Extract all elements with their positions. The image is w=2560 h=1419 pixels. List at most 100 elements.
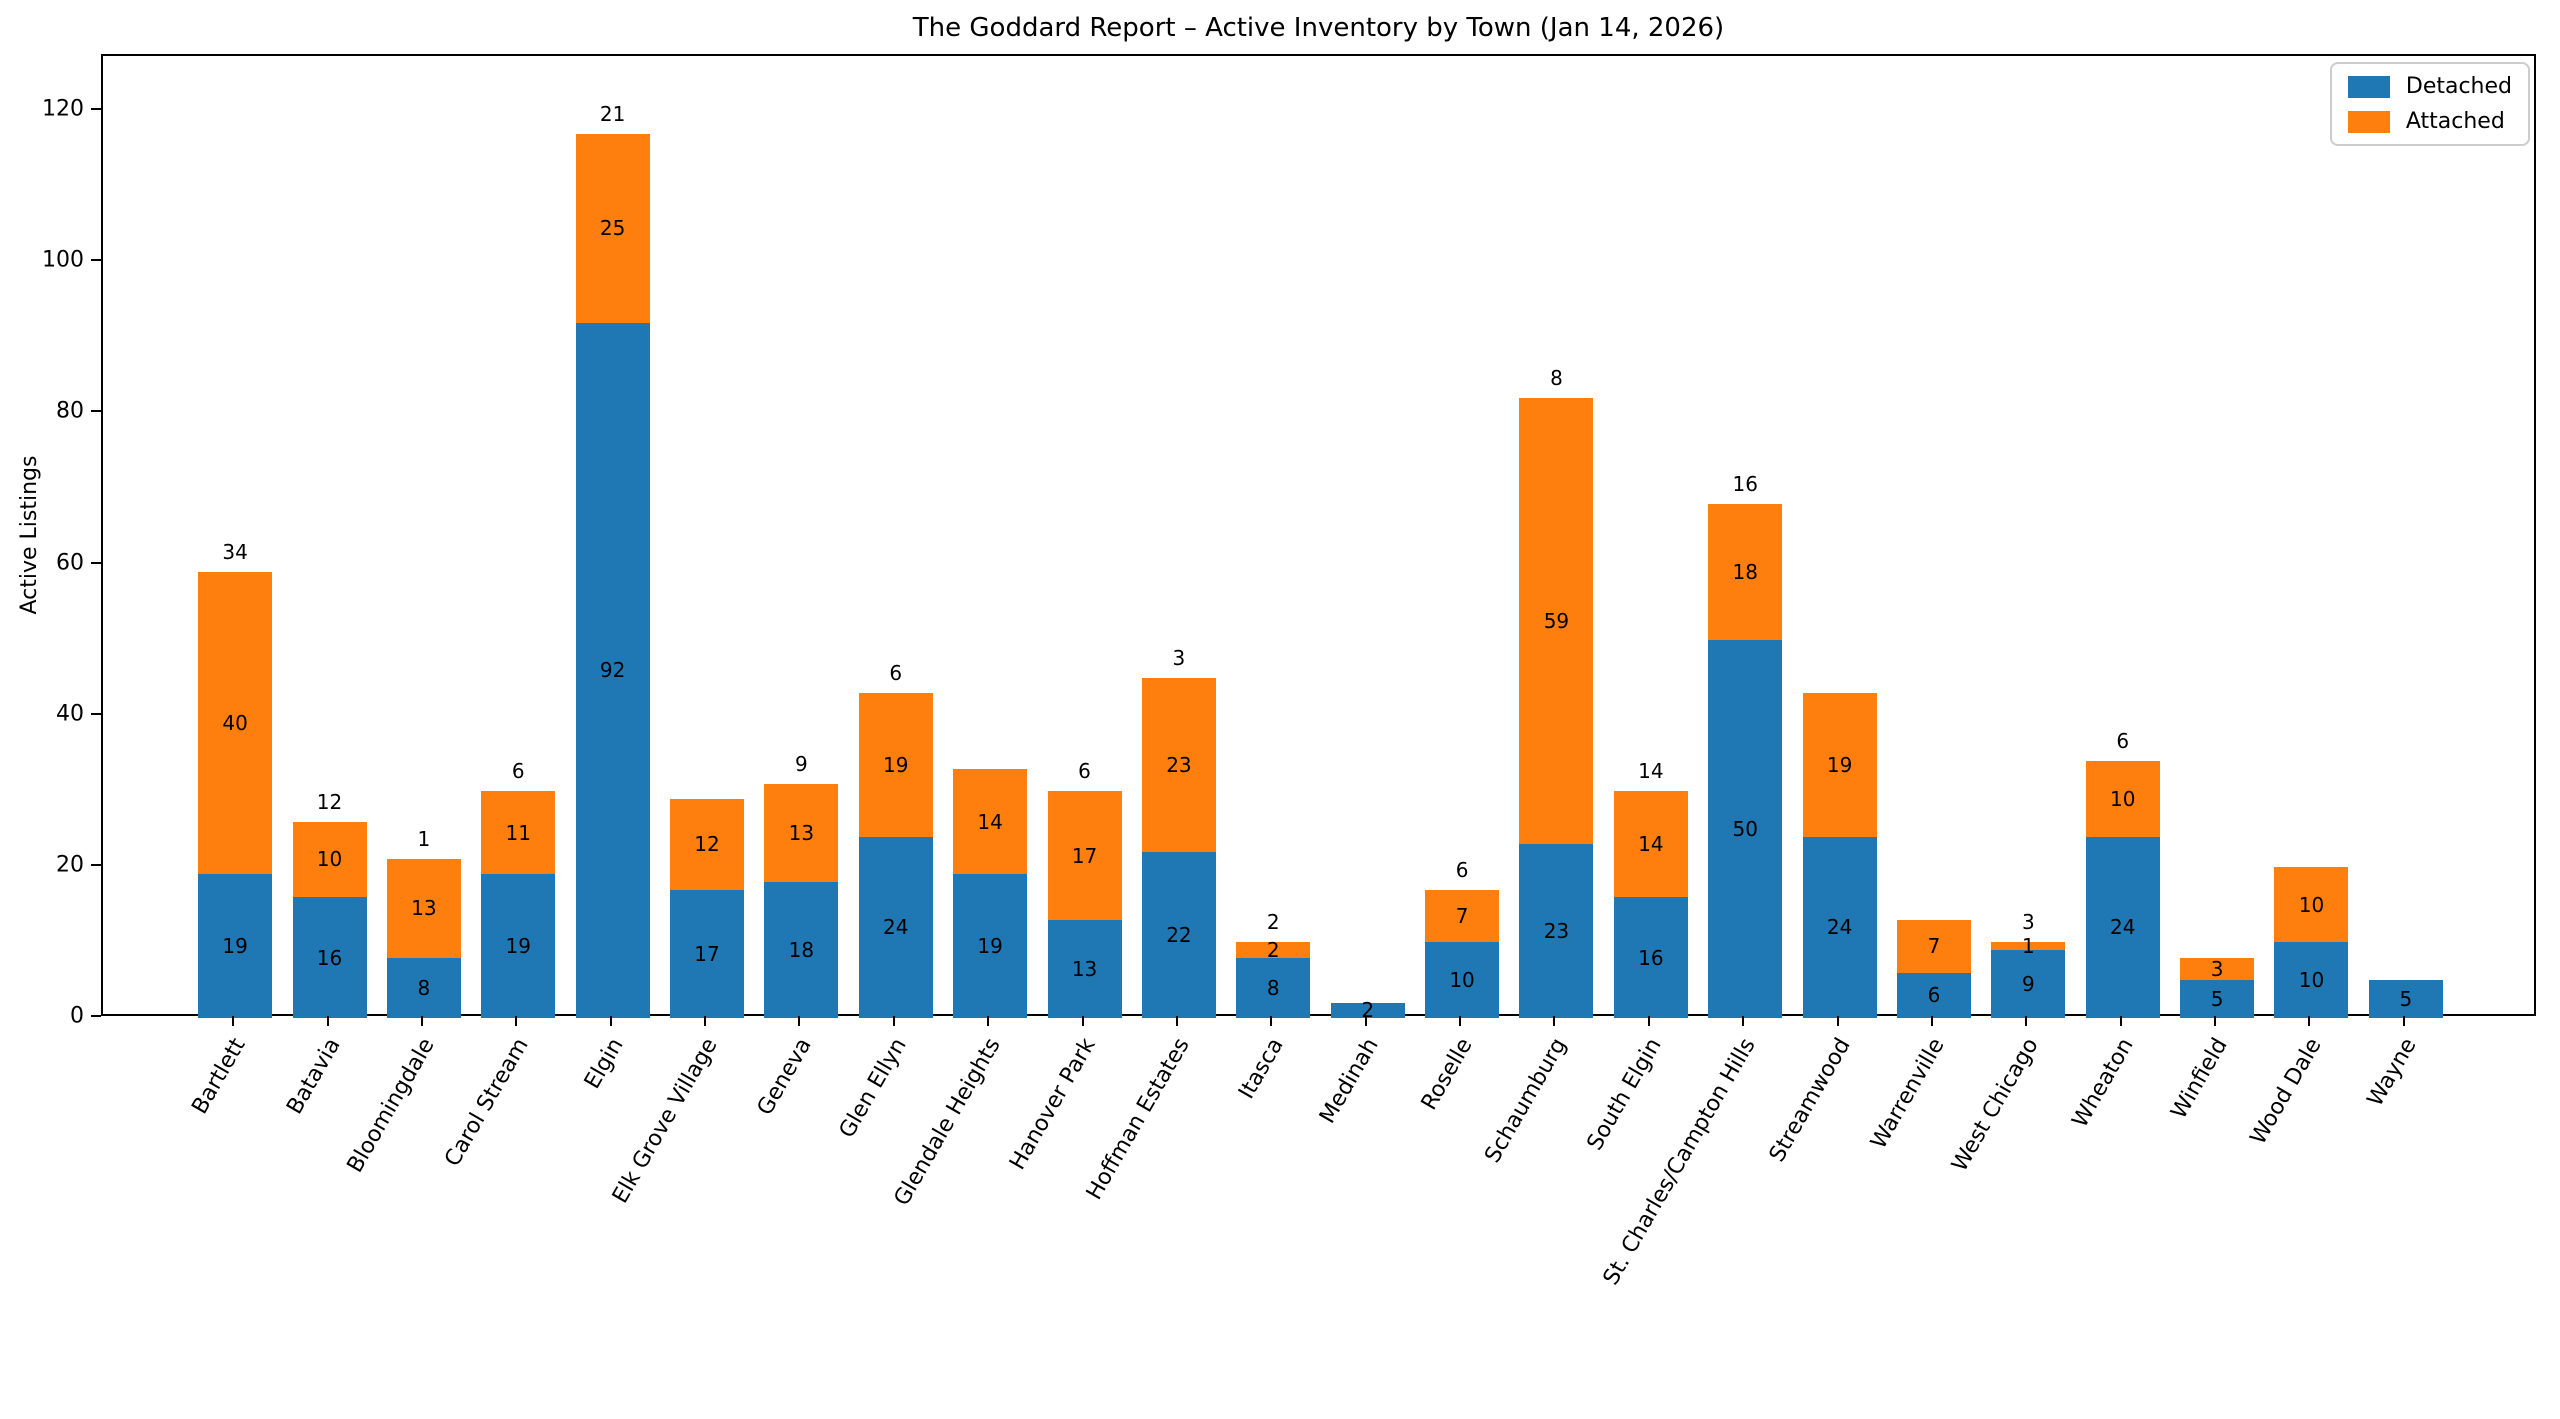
bar-value-label: 19	[977, 934, 1003, 959]
bar-segment-detached-Roselle	[1425, 942, 1499, 1018]
bar-value-label: 92	[599, 658, 626, 683]
bar-value-label: 17	[694, 941, 720, 966]
x-axis-tick	[1742, 1016, 1744, 1026]
bar-value-label: 23	[1166, 752, 1192, 777]
bar-segment-detached-Streamwood	[1803, 836, 1877, 1018]
bar-value-label: 40	[222, 711, 248, 736]
bar-value-label: 10	[2298, 892, 2325, 917]
bar-segment-detached-Bartlett	[198, 874, 272, 1018]
bar-value-label: 10	[2298, 968, 2325, 993]
bar-value-label: 10	[316, 847, 343, 872]
bar-value-label: 19	[505, 934, 531, 959]
bar-top-label: 9	[795, 751, 808, 776]
bar-value-label: 6	[1927, 983, 1941, 1008]
bar-segment-detached-Winfield	[2180, 980, 2254, 1018]
bar-value-label: 13	[1071, 956, 1098, 981]
bar-value-label: 16	[1638, 945, 1664, 970]
bar-segment-attached-Carol Stream	[481, 791, 555, 875]
bar-segment-detached-West Chicago	[1991, 949, 2065, 1018]
bar-value-label: 59	[1543, 609, 1570, 634]
bar-value-label: 7	[1455, 903, 1469, 928]
bar-segment-detached-St. Charles/Campton Hills	[1708, 640, 1782, 1018]
x-axis-tick	[1270, 1016, 1272, 1026]
bar-segment-attached-Glen Ellyn	[859, 693, 933, 837]
x-axis-tick	[1176, 1016, 1178, 1026]
bar-segment-attached-Elk Grove Village	[670, 798, 744, 890]
bar-segment-attached-Glendale Heights	[953, 768, 1027, 875]
bar-segment-detached-Hoffman Estates	[1142, 851, 1216, 1018]
bar-segment-detached-Medinah	[1331, 1002, 1405, 1018]
legend-label-attached: Attached	[2405, 109, 2505, 134]
y-axis-tick	[91, 863, 101, 866]
legend-item-attached: Attached	[2347, 109, 2512, 134]
bar-segment-detached-Geneva	[764, 881, 838, 1018]
bar-segment-detached-Itasca	[1236, 957, 1310, 1018]
legend: Detached Attached	[2329, 62, 2530, 146]
x-axis-tick	[2308, 1016, 2310, 1026]
bar-value-label: 8	[417, 975, 431, 1000]
bar-segment-attached-Hanover Park	[1048, 791, 1122, 920]
bar-value-label: 24	[2109, 915, 2136, 940]
bar-value-label: 19	[222, 934, 248, 959]
bar-segment-detached-South Elgin	[1614, 897, 1688, 1018]
legend-label-detached: Detached	[2405, 74, 2512, 99]
bar-top-label: 1	[417, 827, 431, 852]
bar-value-label: 14	[1638, 832, 1664, 857]
plot-area: 19 40 34 16 10 12 8 13 1 19 11 6 92 25 21 17 12 18 13 9 24 19…	[101, 54, 2536, 1022]
bar-value-label: 2	[1361, 998, 1375, 1023]
y-axis-tick	[91, 410, 101, 413]
bar-value-label: 3	[2210, 956, 2224, 981]
bar-value-label: 22	[1166, 922, 1192, 947]
bar-value-label: 8	[1266, 975, 1280, 1000]
y-tick-label: 120	[42, 96, 84, 122]
bar-segment-attached-West Chicago	[1991, 942, 2065, 950]
bar-value-label: 19	[1826, 752, 1853, 777]
bar-value-label: 50	[1732, 817, 1758, 842]
bar-segment-detached-Glendale Heights	[953, 874, 1027, 1018]
bar-segment-detached-Elk Grove Village	[670, 889, 744, 1018]
bar-segment-attached-Streamwood	[1803, 693, 1877, 837]
bar-segment-detached-Hanover Park	[1048, 919, 1122, 1018]
bar-value-label: 2	[1266, 937, 1280, 962]
x-axis-tick	[1553, 1016, 1555, 1026]
bar-value-label: 7	[1927, 934, 1941, 959]
y-tick-label: 60	[56, 550, 84, 576]
bar-value-label: 13	[411, 896, 437, 921]
x-axis-tick	[232, 1016, 234, 1026]
x-axis-tick	[987, 1016, 989, 1026]
bar-segment-attached-Bloomingdale	[387, 859, 461, 958]
bar-value-label: 25	[599, 216, 626, 241]
y-tick-label: 40	[56, 701, 84, 727]
bar-segment-attached-Winfield	[2180, 957, 2254, 981]
bar-value-label: 10	[1449, 968, 1475, 993]
x-axis-tick	[421, 1016, 423, 1026]
legend-item-detached: Detached	[2347, 74, 2512, 99]
bar-value-label: 19	[883, 752, 909, 777]
bar-top-label: 3	[1172, 645, 1186, 670]
x-axis-tick	[2214, 1016, 2216, 1026]
bar-top-label: 14	[1638, 759, 1664, 784]
y-axis-tick	[91, 561, 101, 564]
chart-figure: The Goddard Report – Active Inventory by…	[17, 13, 2536, 1290]
y-tick-label: 100	[42, 247, 84, 273]
x-axis-tick	[515, 1016, 517, 1026]
bar-value-label: 5	[2399, 987, 2413, 1012]
bar-segment-attached-Roselle	[1425, 889, 1499, 943]
y-axis-label: Active Listings	[17, 455, 42, 615]
bar-value-label: 23	[1543, 919, 1570, 944]
y-axis-tick	[91, 1015, 101, 1017]
chart-title: The Goddard Report – Active Inventory by…	[912, 13, 1725, 43]
bar-segment-attached-Bartlett	[198, 572, 272, 875]
y-axis-tick	[91, 108, 101, 111]
bar-segment-detached-Carol Stream	[481, 874, 555, 1018]
bar-value-label: 11	[505, 820, 531, 845]
bar-top-label: 2	[1266, 910, 1280, 935]
bar-segment-attached-Hoffman Estates	[1142, 677, 1216, 852]
bar-value-label: 17	[1071, 843, 1098, 868]
x-axis-tick	[327, 1016, 329, 1026]
bar-segment-attached-Wheaton	[2086, 761, 2160, 837]
bar-segment-attached-Warrenville	[1897, 919, 1971, 973]
x-axis-tick	[1648, 1016, 1650, 1026]
legend-swatch-detached-icon	[2347, 75, 2390, 98]
bar-value-label: 1	[2021, 934, 2035, 959]
